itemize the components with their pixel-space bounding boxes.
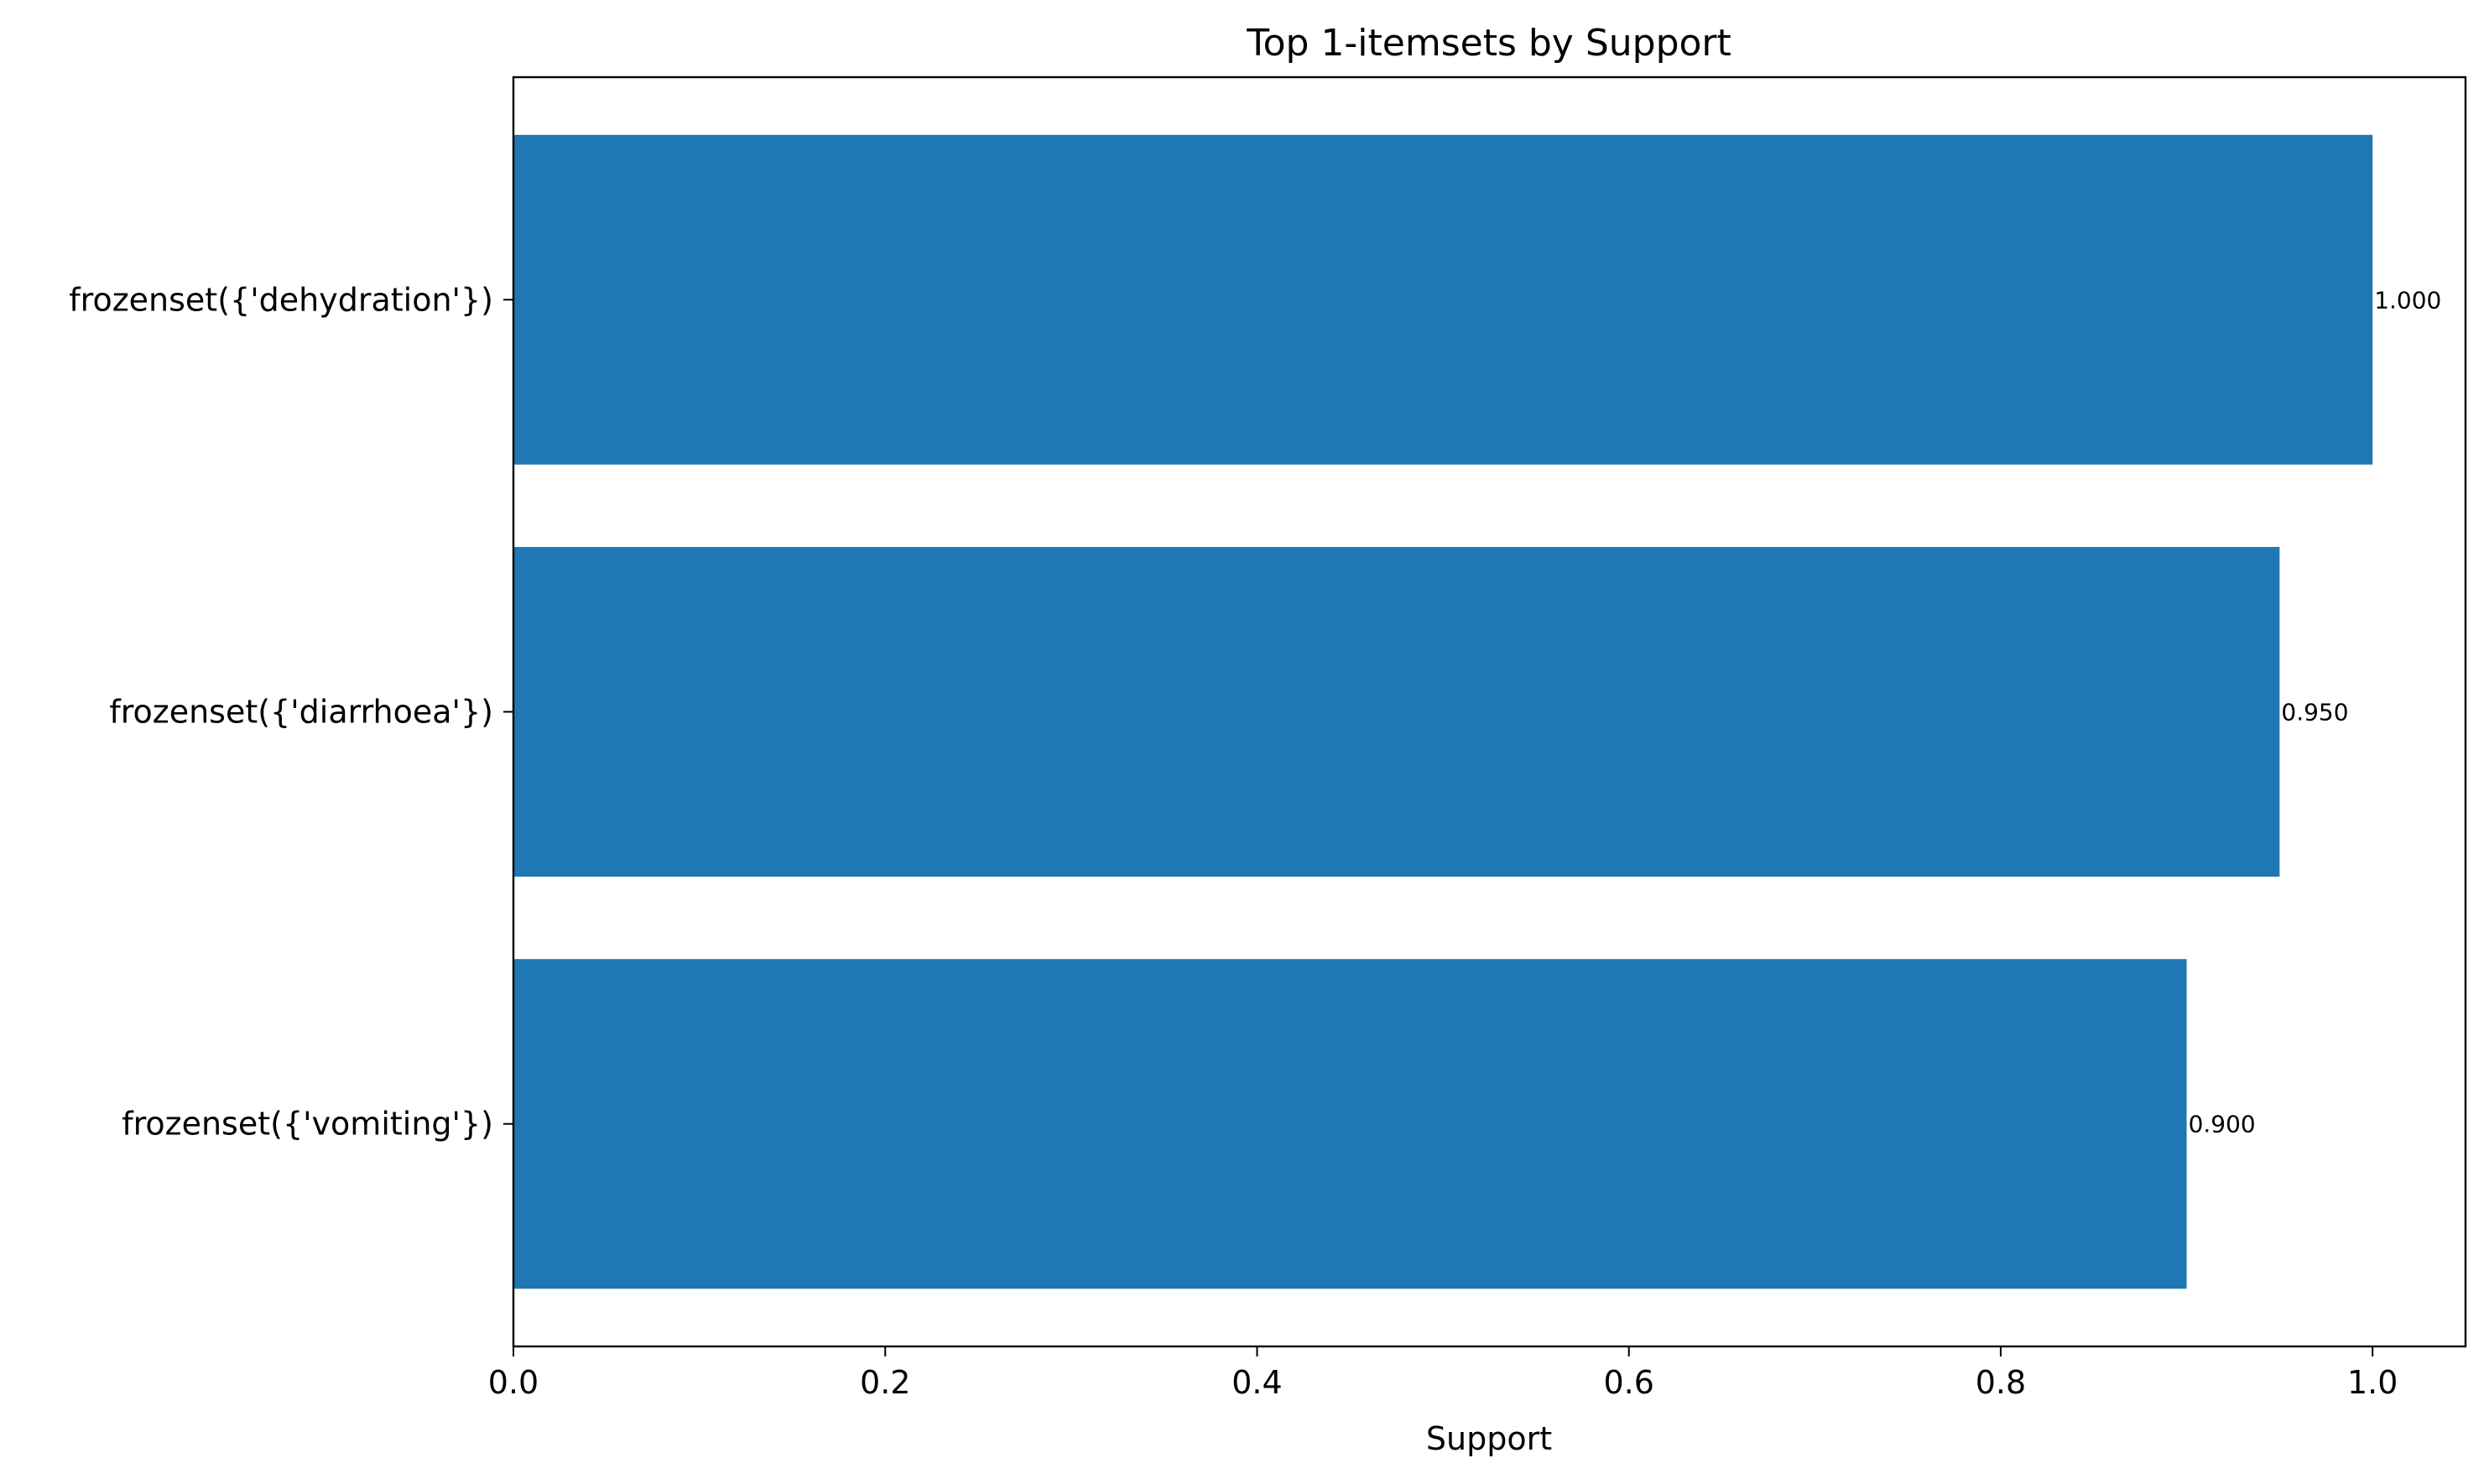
x-axis-label: Support <box>1426 1420 1552 1457</box>
x-tick-label-4: 0.8 <box>1976 1364 2026 1401</box>
bar-2 <box>513 959 2187 1289</box>
bar-0 <box>513 134 2373 465</box>
x-tick-label-3: 0.6 <box>1603 1364 1653 1401</box>
chart-title: Top 1-itemsets by Support <box>1246 22 1731 65</box>
plot-frame <box>512 76 2467 1348</box>
x-tick-label-2: 0.4 <box>1231 1364 1282 1401</box>
bar-1 <box>513 547 2280 877</box>
data-label-2: 0.900 <box>2189 1111 2256 1138</box>
x-tick-label-0: 0.0 <box>488 1364 539 1401</box>
x-tick-label-5: 1.0 <box>2347 1364 2398 1401</box>
y-tick-label-2: frozenset({'vomiting'}) <box>122 1106 493 1143</box>
data-label-0: 1.000 <box>2374 286 2441 314</box>
y-tick-label-0: frozenset({'dehydration'}) <box>69 281 493 318</box>
x-tick-label-1: 0.2 <box>860 1364 910 1401</box>
bars-layer: 1.000 0.950 0.900 <box>513 134 2441 1289</box>
axes-layer: frozenset({'dehydration'}) frozenset({'di… <box>69 76 2467 1401</box>
y-tick-label-1: frozenset({'diarrhoea'}) <box>109 694 493 731</box>
data-label-1: 0.950 <box>2281 699 2348 726</box>
